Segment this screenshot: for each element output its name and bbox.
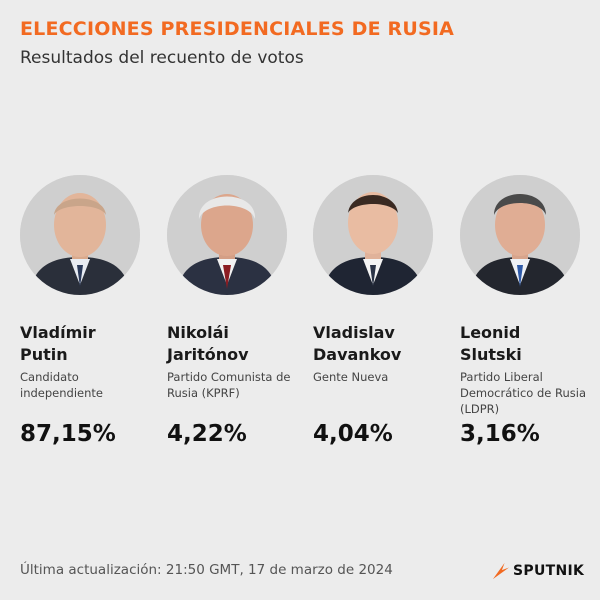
- brand-name: SPUTNIK: [513, 563, 585, 579]
- sputnik-logo: SPUTNIK: [492, 560, 584, 582]
- candidate-photo: [460, 175, 580, 295]
- candidate-name: Leonid Slutski: [460, 323, 522, 364]
- candidate-percent: 4,22%: [167, 421, 247, 447]
- candidate-party: Gente Nueva: [313, 370, 389, 384]
- candidate-name: Vladímir Putin: [20, 323, 96, 364]
- candidate-party: Partido Liberal Democrático de Rusia (LD…: [460, 370, 587, 416]
- person-portrait-icon: [313, 175, 433, 295]
- sputnik-logo-icon: [492, 562, 510, 580]
- candidate-photo: [20, 175, 140, 295]
- candidate-party: Partido Comunista de Rusia (KPRF): [167, 370, 291, 400]
- page-title: ELECCIONES PRESIDENCIALES DE RUSIA: [20, 18, 455, 40]
- candidate-name: Nikolái Jaritónov: [167, 323, 249, 364]
- candidate-percent: 4,04%: [313, 421, 393, 447]
- candidate-name: Vladislav Davankov: [313, 323, 402, 364]
- candidate-percent: 87,15%: [20, 421, 116, 447]
- candidate-photo: [167, 175, 287, 295]
- last-update-text: Última actualización: 21:50 GMT, 17 de m…: [20, 562, 393, 578]
- candidate-percent: 3,16%: [460, 421, 540, 447]
- page-subtitle: Resultados del recuento de votos: [20, 48, 304, 68]
- candidate-photo: [313, 175, 433, 295]
- person-portrait-icon: [20, 175, 140, 295]
- person-portrait-icon: [460, 175, 580, 295]
- person-portrait-icon: [167, 175, 287, 295]
- candidate-party: Candidato independiente: [20, 370, 103, 400]
